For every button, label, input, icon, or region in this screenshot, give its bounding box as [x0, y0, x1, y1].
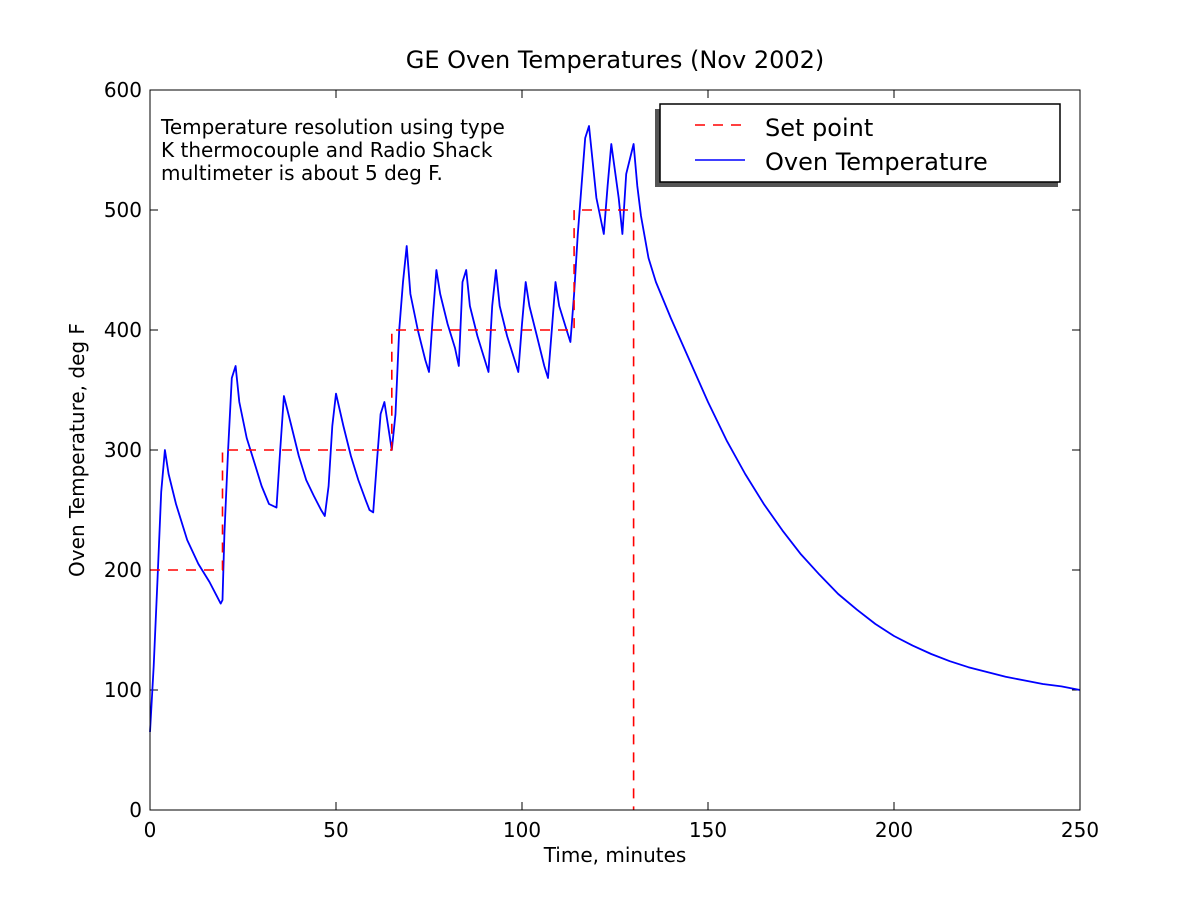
legend-box — [659, 103, 1061, 183]
chart-title: GE Oven Temperatures (Nov 2002) — [406, 46, 825, 74]
y-tick-label: 200 — [104, 558, 142, 582]
y-tick-label: 0 — [129, 798, 142, 822]
annotation-line-3: multimeter is about 5 deg F. — [161, 161, 443, 185]
x-tick-label: 200 — [875, 818, 913, 842]
legend-label-setpoint: Set point — [765, 114, 873, 142]
y-tick-label: 600 — [104, 78, 142, 102]
series-line-oven-temperature — [149, 125, 1081, 733]
x-tick-label: 150 — [689, 818, 727, 842]
annotation-line-2: K thermocouple and Radio Shack — [161, 138, 493, 162]
axes-frame — [149, 89, 1081, 811]
series-layer — [149, 125, 1081, 810]
y-tick-label: 500 — [104, 198, 142, 222]
annotation-text: Temperature resolution using type K ther… — [160, 115, 511, 185]
y-tick-label: 300 — [104, 438, 142, 462]
y-axis-label: Oven Temperature, deg F — [65, 323, 89, 577]
x-tick-label: 50 — [323, 818, 348, 842]
legend: Set point Oven Temperature — [655, 103, 1061, 187]
y-tick-label: 400 — [104, 318, 142, 342]
x-axis-label: Time, minutes — [543, 843, 687, 867]
x-tick-label: 250 — [1061, 818, 1099, 842]
x-tick-label: 100 — [503, 818, 541, 842]
annotation-line-1: Temperature resolution using type — [160, 115, 505, 139]
series-line-setpoint — [150, 209, 635, 810]
y-tick-label: 100 — [104, 678, 142, 702]
x-axis-ticks: 0 50 100 150 200 250 — [144, 90, 1099, 842]
legend-label-oven: Oven Temperature — [765, 148, 988, 176]
y-axis-ticks: 0 100 200 300 400 500 600 — [104, 78, 1080, 822]
x-tick-label: 0 — [144, 818, 157, 842]
